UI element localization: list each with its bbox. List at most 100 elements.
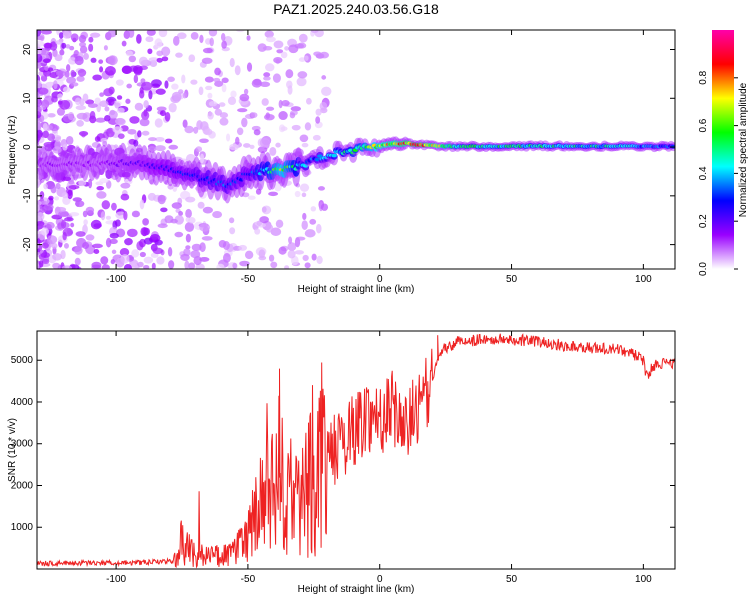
- noise-speckle: [91, 261, 102, 269]
- noise-speckle: [315, 223, 322, 234]
- noise-speckle: [164, 111, 171, 122]
- noise-speckle: [218, 240, 227, 248]
- noise-speckle: [301, 192, 307, 198]
- noise-speckle: [182, 119, 188, 128]
- noise-speckle: [148, 90, 153, 100]
- noise-speckle: [207, 111, 214, 120]
- noise-speckle: [171, 202, 182, 209]
- noise-speckle: [201, 236, 213, 241]
- noise-speckle: [254, 221, 263, 226]
- noise-speckle: [265, 63, 275, 72]
- x-tick-label: 100: [635, 274, 652, 285]
- noise-speckle: [37, 30, 42, 37]
- noise-speckle: [92, 74, 103, 81]
- noise-speckle: [79, 41, 87, 48]
- noise-speckle: [276, 49, 284, 54]
- noise-speckle: [304, 122, 312, 131]
- noise-speckle: [146, 30, 156, 36]
- noise-speckle: [291, 124, 301, 131]
- noise-speckle: [141, 81, 153, 91]
- noise-speckle: [134, 102, 144, 111]
- noise-speckle: [100, 211, 106, 221]
- noise-speckle: [195, 146, 203, 153]
- noise-speckle: [42, 58, 51, 64]
- noise-speckle: [104, 106, 110, 112]
- noise-speckle: [65, 135, 74, 145]
- noise-speckle: [123, 210, 128, 221]
- noise-speckle: [85, 234, 95, 241]
- noise-speckle: [69, 45, 75, 51]
- noise-speckle: [299, 134, 309, 143]
- noise-speckle: [203, 128, 213, 136]
- noise-speckle: [319, 51, 329, 59]
- noise-speckle: [302, 212, 307, 221]
- noise-speckle: [107, 30, 117, 38]
- noise-speckle: [58, 32, 64, 39]
- noise-speckle: [312, 134, 321, 141]
- noise-speckle: [77, 68, 87, 77]
- snr-x-label: Height of straight line (km): [298, 584, 415, 595]
- noise-speckle: [85, 99, 95, 105]
- noise-speckle: [219, 117, 229, 126]
- noise-speckle: [201, 57, 213, 64]
- noise-speckle: [167, 247, 173, 257]
- noise-speckle: [321, 86, 332, 96]
- noise-speckle: [49, 41, 58, 51]
- noise-speckle: [83, 52, 89, 60]
- noise-speckle: [63, 242, 69, 249]
- noise-speckle: [188, 54, 196, 63]
- noise-speckle: [60, 219, 67, 229]
- noise-speckle: [74, 246, 83, 255]
- colorbar-tick-label: 0.0: [698, 262, 709, 276]
- noise-speckle: [70, 82, 79, 87]
- noise-speckle: [288, 236, 293, 244]
- snr-series-line: [37, 333, 675, 569]
- noise-speckle: [156, 50, 164, 57]
- noise-speckle: [214, 80, 224, 87]
- noise-speckle: [55, 70, 67, 77]
- noise-speckle: [127, 128, 137, 135]
- noise-speckle: [161, 56, 169, 62]
- noise-speckle: [310, 206, 317, 212]
- spectrogram-heatmap: [37, 30, 675, 269]
- noise-speckle: [51, 96, 58, 103]
- noise-speckle: [39, 34, 45, 42]
- noise-speckle: [148, 137, 157, 142]
- noise-speckle: [47, 113, 56, 118]
- noise-speckle: [170, 218, 178, 224]
- noise-speckle: [37, 80, 42, 89]
- noise-speckle: [298, 57, 306, 62]
- noise-speckle: [261, 98, 269, 106]
- noise-speckle: [131, 249, 140, 258]
- noise-speckle: [199, 153, 205, 164]
- noise-speckle: [107, 98, 115, 106]
- y-tick-label: 20: [22, 44, 33, 56]
- noise-speckle: [125, 98, 131, 104]
- noise-speckle: [109, 232, 119, 239]
- noise-speckle: [209, 37, 214, 47]
- noise-speckle: [126, 228, 138, 238]
- noise-speckle: [221, 83, 227, 93]
- colorbar-gradient: [712, 30, 734, 269]
- noise-speckle: [140, 226, 149, 237]
- noise-speckle: [208, 101, 218, 107]
- noise-speckle: [68, 179, 75, 185]
- noise-speckle: [214, 67, 221, 76]
- noise-speckle: [103, 45, 108, 51]
- noise-speckle: [236, 127, 244, 136]
- noise-speckle: [99, 66, 104, 73]
- noise-speckle: [64, 70, 70, 78]
- noise-speckle: [238, 244, 248, 251]
- y-tick-label: 4000: [11, 397, 34, 408]
- noise-speckle: [38, 260, 44, 268]
- noise-speckle: [139, 86, 144, 94]
- noise-speckle: [270, 261, 278, 269]
- noise-speckle: [154, 118, 163, 128]
- y-tick-label: 5000: [11, 355, 34, 366]
- x-tick-label: 0: [377, 274, 383, 285]
- noise-speckle: [78, 179, 87, 187]
- noise-speckle: [133, 139, 139, 147]
- noise-speckle: [37, 49, 42, 55]
- noise-speckle: [120, 193, 130, 201]
